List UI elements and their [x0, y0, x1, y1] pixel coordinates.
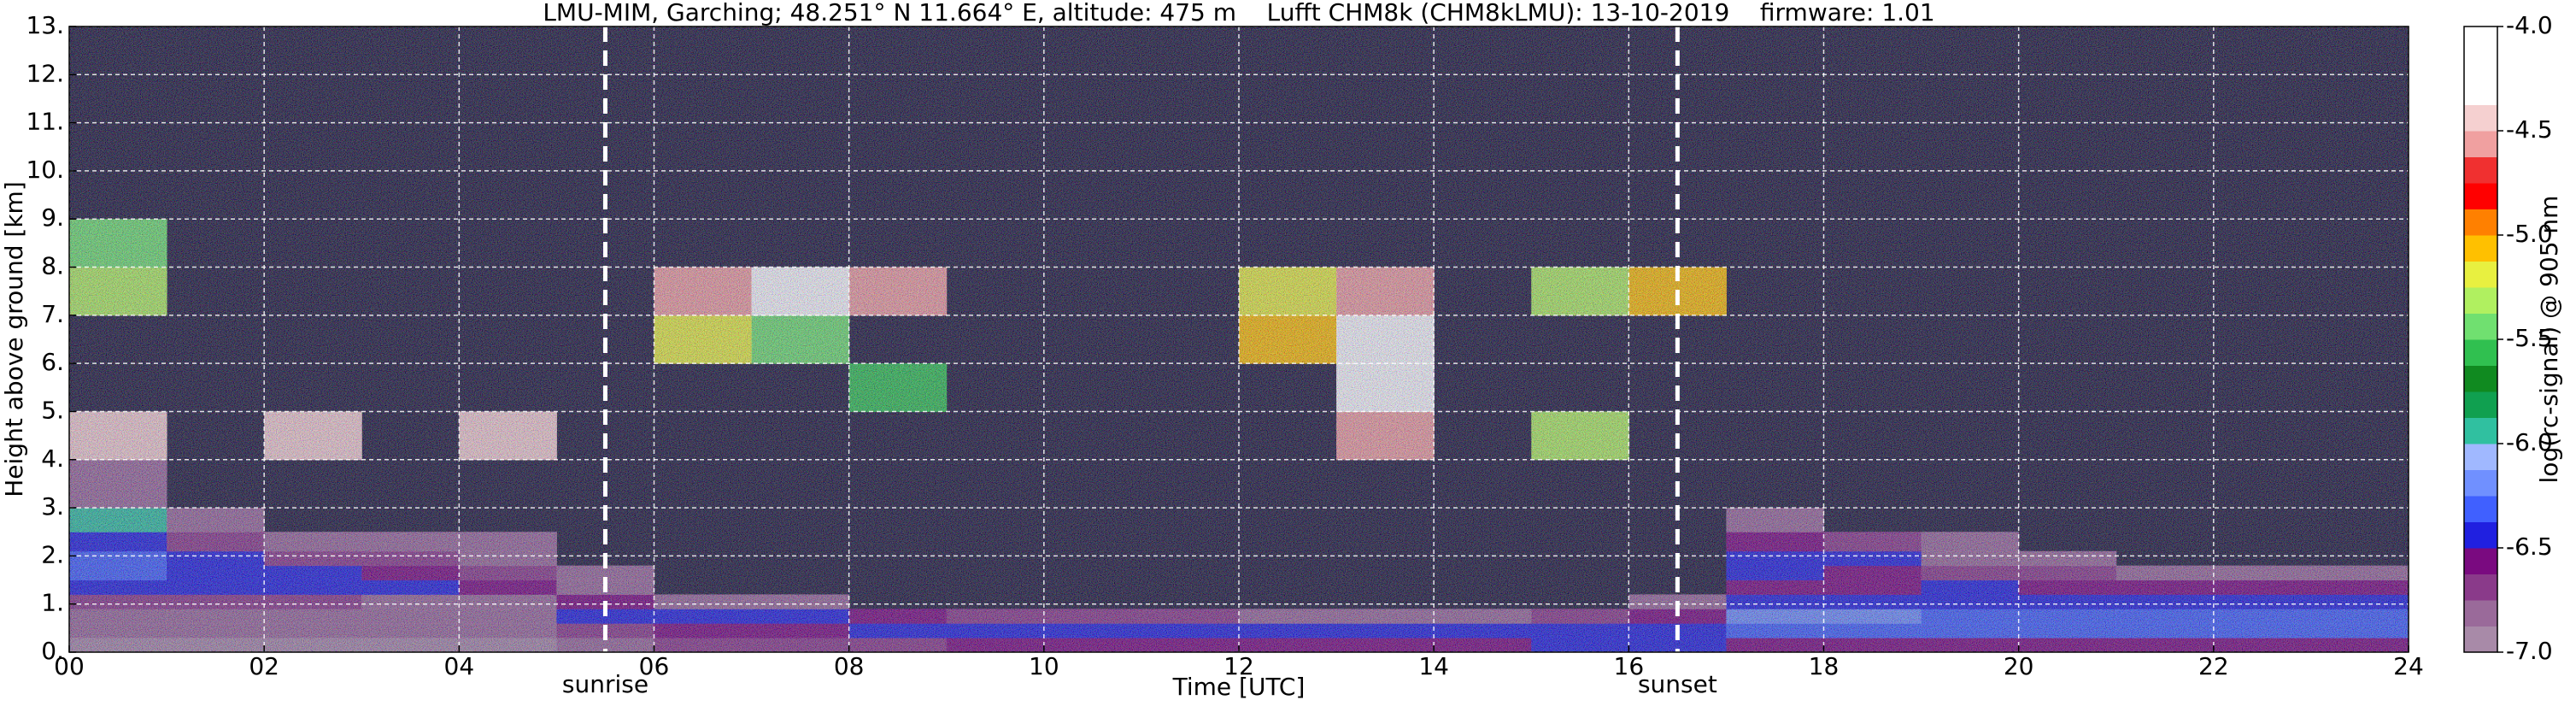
y-tick-label: 7. — [41, 300, 64, 328]
colorbar-tick-label: -6.0 — [2506, 428, 2553, 456]
colorbar-segment — [2464, 104, 2497, 132]
colorbar-segment — [2464, 548, 2497, 574]
x-tick-label: 16 — [1614, 652, 1645, 680]
colorbar-segment — [2464, 79, 2497, 105]
colorbar-segment — [2464, 261, 2497, 288]
x-tick-label: 24 — [2393, 652, 2424, 680]
x-tick-label: 18 — [1809, 652, 1840, 680]
colorbar-segment — [2464, 444, 2497, 470]
colorbar-tick-label: -7.0 — [2506, 637, 2553, 665]
x-tick-label: 22 — [2198, 652, 2229, 680]
x-tick-label: 08 — [834, 652, 865, 680]
colorbar-tick-label: -5.5 — [2506, 324, 2553, 352]
colorbar-segment — [2464, 209, 2497, 236]
y-tick-label: 1. — [41, 589, 64, 617]
y-tick-label: 10. — [26, 156, 64, 184]
colorbar-segment — [2464, 26, 2497, 53]
colorbar-tick-label: -4.0 — [2506, 11, 2553, 39]
colorbar-tick-label: -4.5 — [2506, 115, 2553, 144]
x-tick-label: 00 — [54, 652, 85, 680]
x-tick-label: 20 — [2004, 652, 2034, 680]
colorbar-segment — [2464, 521, 2497, 549]
y-tick-label: 5. — [41, 396, 64, 424]
colorbar-segment — [2464, 313, 2497, 340]
colorbar-tick-label: -6.5 — [2506, 532, 2553, 561]
colorbar-segment — [2464, 600, 2497, 627]
colorbar-segment — [2464, 391, 2497, 418]
plot-frame — [68, 26, 2409, 653]
annotation-label: sunrise — [562, 670, 648, 698]
x-tick-label: 06 — [639, 652, 670, 680]
y-tick-label: 6. — [41, 348, 64, 376]
y-tick-label: 3. — [41, 492, 64, 521]
colorbar-segment — [2464, 131, 2497, 157]
y-tick-label: 2. — [41, 540, 64, 568]
colorbar-segment — [2464, 417, 2497, 444]
y-tick-label: 13. — [26, 11, 64, 39]
colorbar-tick-label: -5.0 — [2506, 220, 2553, 248]
colorbar-segment — [2464, 52, 2497, 79]
colorbar-segment — [2464, 156, 2497, 184]
y-axis-label: Height above ground [km] — [0, 181, 28, 497]
y-tick-label: 9. — [41, 203, 64, 232]
colorbar-segment — [2464, 574, 2497, 601]
x-axis-label: Time [UTC] — [1172, 673, 1306, 701]
x-tick-label: 04 — [444, 652, 475, 680]
x-tick-label: 14 — [1418, 652, 1449, 680]
y-tick-label: 11. — [26, 108, 64, 136]
colorbar-segment — [2464, 235, 2497, 262]
colorbar-segment — [2464, 469, 2497, 497]
colorbar-segment — [2464, 287, 2497, 314]
colorbar-segment — [2464, 183, 2497, 209]
y-tick-label: 4. — [41, 444, 64, 473]
colorbar-segment — [2464, 339, 2497, 366]
x-tick-label: 12 — [1223, 652, 1254, 680]
x-tick-label: 10 — [1029, 652, 1059, 680]
colorbar-segment — [2464, 496, 2497, 522]
x-tick-label: 02 — [249, 652, 279, 680]
chart-title: LMU-MIM, Garching; 48.251° N 11.664° E, … — [543, 0, 1934, 26]
y-tick-label: 8. — [41, 252, 64, 280]
y-tick-label: 12. — [26, 59, 64, 87]
annotation-label: sunset — [1638, 670, 1717, 698]
colorbar-segment — [2464, 365, 2497, 392]
y-tick-label: 0. — [41, 637, 64, 665]
colorbar-label: log(rc-signal) @ 905 nm — [2535, 196, 2563, 484]
colorbar-segment — [2464, 626, 2497, 653]
